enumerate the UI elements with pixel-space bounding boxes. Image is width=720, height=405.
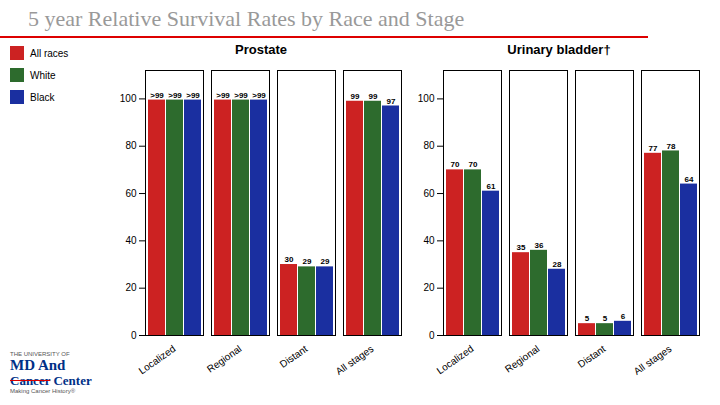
svg-text:0: 0	[429, 330, 435, 341]
svg-text:80: 80	[125, 140, 137, 151]
svg-text:70: 70	[469, 160, 478, 169]
html-text:Black: Black	[30, 91, 55, 103]
html-text:Making Cancer History®: Making Cancer History®	[10, 388, 76, 394]
svg-text:20: 20	[125, 282, 137, 293]
html-text:White: White	[30, 69, 56, 81]
svg-text:Regional: Regional	[503, 343, 542, 375]
svg-text:40: 40	[423, 235, 435, 246]
svg-text:6: 6	[621, 312, 626, 321]
svg-text:100: 100	[418, 93, 435, 104]
svg-text:61: 61	[487, 182, 496, 191]
html-text:THE UNIVERSITY OF: THE UNIVERSITY OF	[10, 351, 70, 357]
svg-text:60: 60	[125, 188, 137, 199]
svg-text:Localized: Localized	[137, 343, 178, 376]
svg-text:29: 29	[321, 257, 330, 266]
svg-text:Distant: Distant	[278, 343, 310, 370]
html-text:Urinary bladder†: Urinary bladder†	[507, 42, 611, 57]
svg-text:>99: >99	[234, 91, 248, 100]
svg-text:99: 99	[351, 92, 360, 101]
svg-text:36: 36	[535, 241, 544, 250]
svg-text:35: 35	[517, 243, 526, 252]
svg-text:>99: >99	[216, 91, 230, 100]
svg-text:Localized: Localized	[435, 343, 476, 376]
svg-text:28: 28	[553, 260, 562, 269]
svg-text:>99: >99	[168, 91, 182, 100]
svg-text:80: 80	[423, 140, 435, 151]
svg-text:20: 20	[423, 282, 435, 293]
svg-text:30: 30	[285, 255, 294, 264]
svg-text:0: 0	[131, 330, 137, 341]
html-text:5 year Relative Survival Rates: 5 year Relative Survival Rates by Race a…	[28, 6, 465, 31]
svg-text:99: 99	[369, 92, 378, 101]
svg-text:78: 78	[667, 142, 676, 151]
svg-text:All stages: All stages	[334, 343, 376, 377]
svg-text:100: 100	[120, 93, 137, 104]
svg-text:40: 40	[125, 235, 137, 246]
svg-text:70: 70	[451, 160, 460, 169]
svg-text:Regional: Regional	[205, 343, 244, 375]
html-text:All races: All races	[30, 47, 69, 59]
html-text:Prostate: Prostate	[235, 42, 287, 57]
svg-text:29: 29	[303, 257, 312, 266]
svg-text:>99: >99	[252, 91, 266, 100]
html-text:Cancer Center: Cancer Center	[10, 373, 92, 388]
svg-text:5: 5	[585, 314, 590, 323]
svg-text:Distant: Distant	[576, 343, 608, 370]
svg-text:97: 97	[387, 97, 396, 106]
svg-text:60: 60	[423, 188, 435, 199]
svg-text:All stages: All stages	[632, 343, 674, 377]
svg-text:>99: >99	[186, 91, 200, 100]
svg-text:5: 5	[603, 314, 608, 323]
html-text:MD And: MD And	[10, 357, 66, 373]
svg-text:77: 77	[649, 144, 658, 153]
svg-text:>99: >99	[150, 91, 164, 100]
svg-text:64: 64	[685, 175, 694, 184]
